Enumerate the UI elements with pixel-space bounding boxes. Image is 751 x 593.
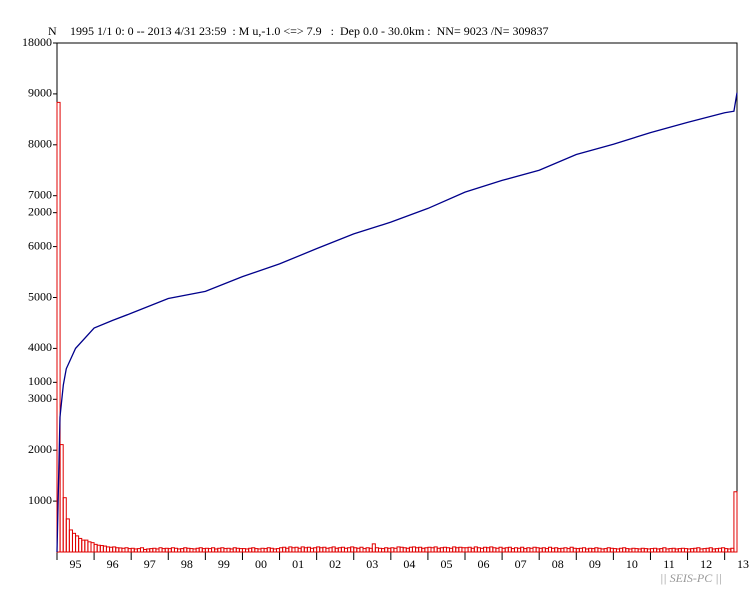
- x-tick-label: 05: [440, 557, 452, 571]
- cumulative-line: [56, 92, 738, 553]
- x-tick-label: 13: [737, 557, 749, 571]
- y-tick-label: 1000: [28, 493, 52, 507]
- x-tick-label: 98: [181, 557, 193, 571]
- x-tick-label: 07: [515, 557, 527, 571]
- y-axis-label: N: [48, 24, 57, 38]
- x-tick-label: 03: [366, 557, 378, 571]
- y-tick-label: 3000: [28, 391, 52, 405]
- y-tick-label: 5000: [28, 289, 52, 303]
- x-tick-label: 04: [403, 557, 415, 571]
- y2-tick-label: 1000: [28, 374, 52, 388]
- x-tick-label: 97: [144, 557, 156, 571]
- y-tick-label: 7000: [28, 187, 52, 201]
- y-tick-label: 2000: [28, 442, 52, 456]
- x-tick-label: 12: [700, 557, 712, 571]
- x-tick-label: 08: [552, 557, 564, 571]
- x-tick-label: 96: [107, 557, 119, 571]
- x-tick-label: 10: [626, 557, 638, 571]
- x-tick-label: 95: [70, 557, 82, 571]
- x-tick-label: 11: [663, 557, 675, 571]
- x-tick-label: 06: [478, 557, 490, 571]
- y2-tick-label: 2000: [28, 204, 52, 218]
- x-tick-label: 09: [589, 557, 601, 571]
- plot-frame: [56, 42, 738, 553]
- chart-title: 1995 1/1 0: 0 -- 2013 4/31 23:59 : M u,-…: [70, 24, 549, 38]
- watermark: || SEIS-PC ||: [660, 571, 722, 585]
- x-tick-label: 01: [292, 557, 304, 571]
- histogram-bar: [56, 101, 61, 553]
- histogram-bar: [733, 491, 738, 553]
- y-tick-label: 18000: [22, 35, 52, 49]
- y-tick-label: 6000: [28, 238, 52, 252]
- y-tick-label: 9000: [28, 86, 52, 100]
- x-tick-label: 99: [218, 557, 230, 571]
- y-tick-label: 8000: [28, 137, 52, 151]
- x-tick-label: 00: [255, 557, 267, 571]
- x-tick-label: 02: [329, 557, 341, 571]
- y-tick-label: 4000: [28, 340, 52, 354]
